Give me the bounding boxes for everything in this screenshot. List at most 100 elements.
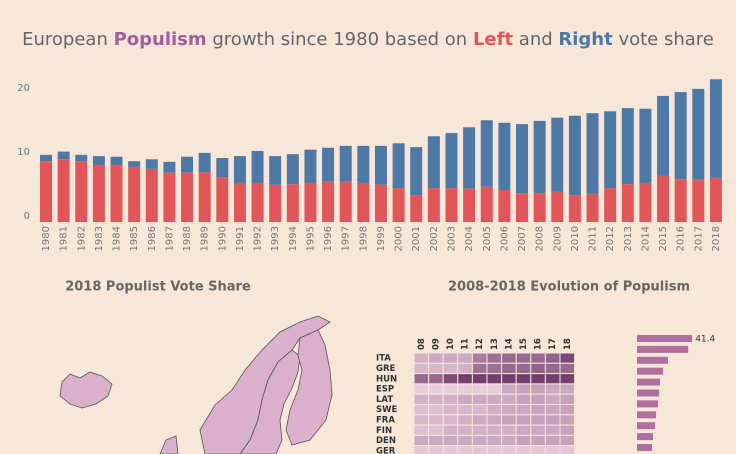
bar-segment	[533, 120, 546, 194]
bar-segment	[498, 122, 511, 190]
title-part: European	[22, 29, 113, 50]
bar-segment	[639, 108, 652, 183]
x-tick-label: 2002	[429, 226, 440, 251]
x-tick-label: 2010	[570, 226, 581, 251]
x-tick-label: 1990	[217, 226, 228, 251]
bar-segment	[57, 151, 70, 160]
heat-cell	[471, 393, 488, 406]
heat-cell	[457, 445, 473, 454]
heat-cell	[442, 404, 459, 416]
bar-segment	[709, 177, 722, 222]
bar-segment	[163, 161, 176, 173]
column-label: 15	[519, 338, 529, 350]
bar-segment	[269, 184, 282, 222]
heat-cell	[471, 434, 488, 447]
bar	[637, 335, 693, 342]
bar-segment	[75, 154, 88, 162]
bar-segment	[145, 159, 158, 169]
column-label: 09	[431, 338, 441, 350]
x-tick-label: 2001	[411, 226, 422, 251]
heat-cell	[486, 424, 503, 436]
iceland	[59, 371, 113, 409]
heat-cell	[442, 362, 459, 375]
y-tick-label: 10	[17, 147, 30, 158]
value-label: 41.4	[695, 335, 715, 345]
bar	[637, 433, 653, 441]
bar-segment	[216, 158, 229, 178]
heat-cell	[515, 414, 532, 426]
x-tick-label: 2006	[499, 226, 510, 251]
heat-cell	[428, 445, 444, 454]
heat-cell	[530, 424, 546, 436]
x-tick-label: 1996	[323, 226, 334, 251]
heat-cell	[413, 424, 430, 436]
heat-cell	[530, 404, 546, 416]
heat-cell	[486, 383, 503, 395]
bar-segment	[92, 156, 105, 166]
heat-cell	[559, 424, 576, 436]
row-label: FIN	[376, 426, 392, 436]
heat-cell	[559, 434, 576, 447]
heat-cell	[544, 373, 561, 385]
heat-cell	[486, 373, 503, 385]
heat-cell	[501, 424, 517, 436]
bar-segment	[110, 156, 123, 166]
x-tick-label: 1992	[253, 226, 264, 251]
heatmap-title: 2008-2018 Evolution of Populism	[448, 280, 690, 295]
heat-cell	[559, 352, 576, 364]
bar-segment	[480, 120, 493, 187]
bar-segment	[110, 165, 123, 222]
bar-segment	[498, 190, 511, 222]
heat-cell	[442, 434, 459, 447]
heat-cell	[413, 362, 430, 375]
heat-cell	[413, 445, 430, 454]
bar-segment	[516, 124, 529, 194]
bar-segment	[198, 152, 211, 173]
bar-segment	[586, 193, 599, 222]
row-label: GER	[376, 446, 396, 454]
bar	[637, 444, 653, 451]
column-label: 17	[548, 338, 558, 350]
heat-cell	[413, 414, 430, 426]
heat-cell	[457, 352, 473, 364]
x-tick-label: 1998	[358, 226, 369, 251]
heat-cell	[471, 424, 488, 436]
heat-cell	[544, 414, 561, 426]
x-tick-label: 2009	[552, 226, 563, 251]
heat-cell	[501, 352, 517, 364]
bar-segment	[339, 181, 352, 222]
bar-segment	[181, 156, 194, 173]
x-tick-label: 2014	[640, 226, 651, 251]
bar	[637, 367, 664, 375]
bar	[637, 411, 657, 419]
bar	[637, 400, 659, 408]
heat-cell	[530, 383, 546, 395]
bar-segment	[75, 161, 88, 222]
y-tick-label: 20	[17, 83, 30, 94]
bar-segment	[40, 161, 52, 222]
bar-segment	[181, 172, 194, 222]
column-label: 10	[446, 338, 456, 350]
heat-cell	[428, 424, 444, 436]
bar-segment	[692, 88, 705, 180]
x-tick-label: 1999	[376, 226, 387, 251]
bar-segment	[463, 127, 476, 189]
heat-cell	[501, 434, 517, 447]
x-tick-label: 2016	[676, 226, 687, 251]
heat-cell	[442, 373, 459, 385]
title-part: and	[513, 29, 558, 50]
heat-cell	[457, 373, 473, 385]
heat-cell	[501, 393, 517, 406]
x-tick-label: 1983	[94, 226, 105, 251]
x-tick-label: 1993	[270, 226, 281, 251]
bar-segment	[604, 111, 617, 189]
legend-right: Right	[558, 29, 613, 50]
bar-segment	[604, 188, 617, 222]
heat-cell	[428, 414, 444, 426]
row-label: FRA	[376, 415, 395, 425]
heat-cell	[559, 362, 576, 375]
map	[59, 315, 333, 454]
row-label: SWE	[376, 405, 397, 415]
bar-segment	[709, 79, 722, 178]
bar-segment	[586, 113, 599, 194]
